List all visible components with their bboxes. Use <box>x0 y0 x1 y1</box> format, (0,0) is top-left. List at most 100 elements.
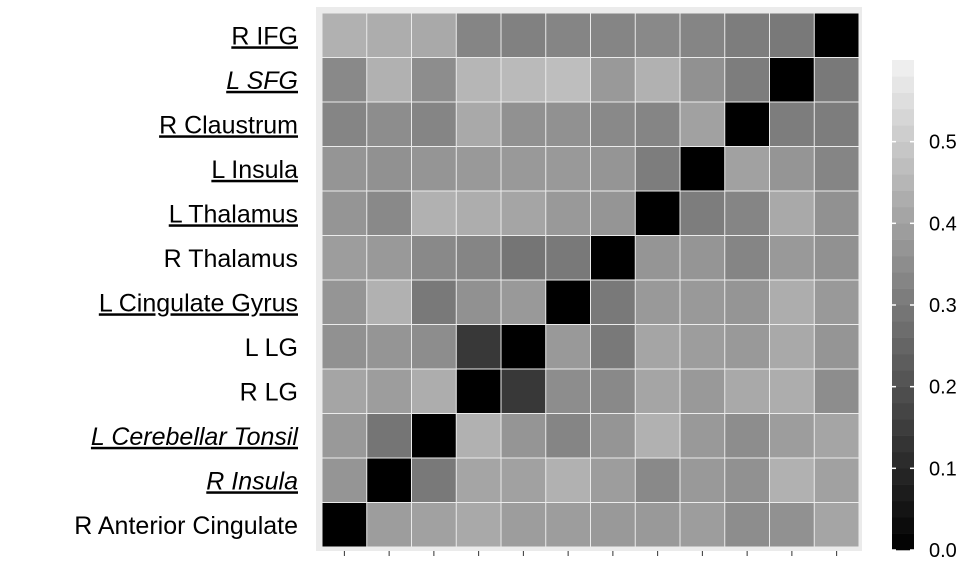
heatmap-cell <box>725 102 769 146</box>
heatmap-cell <box>591 280 635 324</box>
heatmap-cell <box>501 325 546 369</box>
row-label: R IFG <box>231 22 298 50</box>
heatmap-cell <box>680 280 725 324</box>
heatmap-cell <box>680 503 725 547</box>
row-label: R LG <box>240 378 298 406</box>
heatmap-cell <box>725 414 769 458</box>
heatmap-cell <box>725 369 769 413</box>
row-label: R Insula <box>206 467 298 495</box>
heatmap-cell <box>770 191 814 235</box>
heatmap-cell <box>367 369 411 413</box>
heatmap-cell <box>456 236 501 280</box>
heatmap-cell <box>725 236 769 280</box>
heatmap-cell <box>680 102 725 146</box>
heatmap-cell <box>814 503 859 547</box>
row-label: L Insula <box>211 156 298 184</box>
heatmap-cell <box>367 414 411 458</box>
colorbar-step <box>892 60 914 77</box>
colorbar-step <box>892 92 914 110</box>
heatmap-cell <box>680 147 725 191</box>
colorbar-step <box>892 321 914 338</box>
heatmap-cell <box>546 458 590 502</box>
colorbar-legend: 0.0 0.1 0.2 0.3 0.4 0.5 <box>892 60 957 562</box>
heatmap-cell <box>546 58 590 102</box>
heatmap-cell <box>456 147 501 191</box>
row-label: R Claustrum <box>159 111 298 139</box>
heatmap-cell <box>367 191 411 235</box>
heatmap-cell <box>456 280 501 324</box>
colorbar-step <box>892 158 914 175</box>
heatmap-cell <box>501 13 546 57</box>
heatmap-cell <box>412 58 456 102</box>
heatmap-cell <box>322 13 367 57</box>
heatmap-cell <box>725 13 769 57</box>
heatmap-cell <box>770 147 814 191</box>
colorbar-step <box>892 337 914 355</box>
heatmap-cell <box>591 58 635 102</box>
row-label: L Cerebellar Tonsil <box>91 423 300 451</box>
heatmap-cell <box>814 458 859 502</box>
colorbar-step <box>892 386 914 404</box>
heatmap-cell <box>814 414 859 458</box>
heatmap-cell <box>591 325 635 369</box>
heatmap-cell <box>456 102 501 146</box>
row-label: R Anterior Cingulate <box>74 512 298 540</box>
colorbar-step <box>892 501 914 518</box>
heatmap-cell <box>770 13 814 57</box>
heatmap-cell <box>367 280 411 324</box>
colorbar-tick-label: 0.0 <box>929 540 957 562</box>
heatmap-cell <box>725 280 769 324</box>
heatmap-cells <box>322 13 859 547</box>
row-label: R Thalamus <box>164 245 298 273</box>
colorbar-step <box>892 288 914 306</box>
colorbar-tick-label: 0.3 <box>929 295 957 317</box>
heatmap-cell <box>456 325 501 369</box>
heatmap-cell <box>546 280 590 324</box>
heatmap-cell <box>725 503 769 547</box>
heatmap-cell <box>456 414 501 458</box>
heatmap-cell <box>814 102 859 146</box>
heatmap-cell <box>635 236 680 280</box>
x-axis-ticks <box>343 551 838 556</box>
heatmap-cell <box>412 503 456 547</box>
heatmap-cell <box>591 147 635 191</box>
heatmap-cell <box>412 236 456 280</box>
colorbar-step <box>892 533 914 551</box>
heatmap-cell <box>814 58 859 102</box>
heatmap-cell <box>591 102 635 146</box>
heatmap-cell <box>412 369 456 413</box>
heatmap-cell <box>546 236 590 280</box>
heatmap-cell <box>322 58 367 102</box>
heatmap-cell <box>635 458 680 502</box>
row-label: L SFG <box>226 67 298 95</box>
heatmap-cell <box>680 236 725 280</box>
heatmap-cell <box>680 325 725 369</box>
heatmap-cell <box>546 147 590 191</box>
heatmap-cell <box>770 58 814 102</box>
heatmap-cell <box>367 325 411 369</box>
heatmap-cell <box>456 503 501 547</box>
heatmap-cell <box>814 147 859 191</box>
heatmap-cell <box>680 58 725 102</box>
heatmap-cell <box>635 280 680 324</box>
heatmap-cell <box>814 325 859 369</box>
heatmap-cell <box>591 458 635 502</box>
heatmap-cell <box>770 325 814 369</box>
heatmap-cell <box>546 13 590 57</box>
heatmap-cell <box>546 325 590 369</box>
colorbar-tick-label: 0.5 <box>929 132 957 154</box>
heatmap-cell <box>725 147 769 191</box>
heatmap-cell <box>501 191 546 235</box>
heatmap-cell <box>322 102 367 146</box>
colorbar-step <box>892 354 914 371</box>
heatmap-cell <box>591 369 635 413</box>
heatmap-cell <box>680 369 725 413</box>
heatmap-cell <box>814 191 859 235</box>
heatmap-cell <box>770 102 814 146</box>
heatmap-cell <box>367 147 411 191</box>
heatmap-cell <box>456 13 501 57</box>
heatmap-cell <box>546 369 590 413</box>
heatmap-cell <box>546 503 590 547</box>
heatmap-cell <box>635 13 680 57</box>
